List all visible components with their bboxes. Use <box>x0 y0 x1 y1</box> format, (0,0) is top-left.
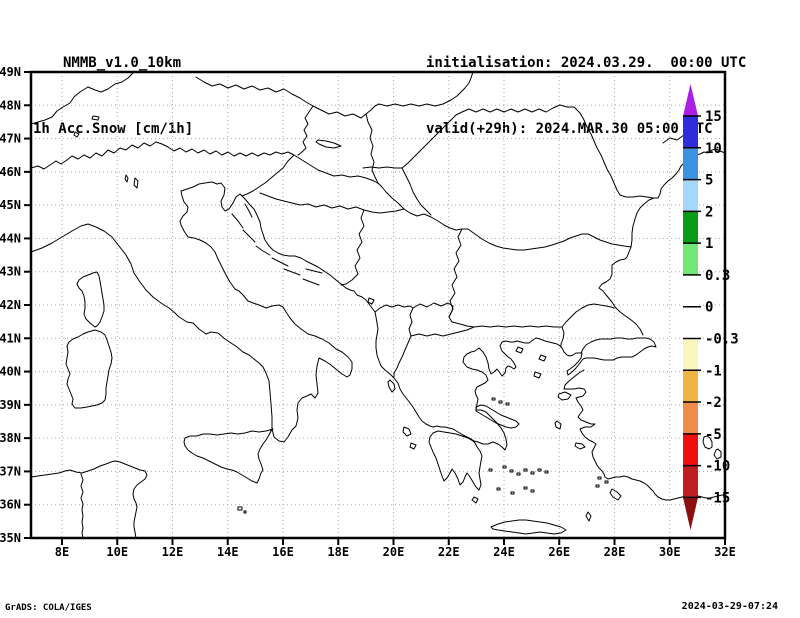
colorbar-arrow-top <box>683 84 698 116</box>
lat-tick-label: 37N <box>0 464 21 478</box>
lon-tick-label: 14E <box>217 545 239 559</box>
coastline-corsica <box>77 272 104 327</box>
grads-credit: GrADS: COLA/IGES <box>5 602 92 614</box>
lat-tick-label: 41N <box>0 331 21 345</box>
border-slovakia-ukraine <box>313 72 473 118</box>
border-greece-turkey <box>561 327 564 347</box>
lon-tick-label: 10E <box>106 545 128 559</box>
colorbar-level-label: 10 <box>705 141 722 157</box>
lat-tick-label: 48N <box>0 98 21 112</box>
lon-tick-label: 26E <box>548 545 570 559</box>
coastline-sardinia <box>66 330 112 408</box>
lon-tick-label: 8E <box>55 545 69 559</box>
colorbar-segment <box>683 148 698 180</box>
lon-tick-label: 16E <box>272 545 294 559</box>
axis-ticks-and-labels: 8E 10E 12E 14E 16E 18E 20E 22E 24E 26E 28E 30E 32E 49… <box>0 65 736 559</box>
colorbar-segment <box>683 211 698 243</box>
lon-tick-label: 18E <box>327 545 349 559</box>
lat-tick-label: 43N <box>0 265 21 279</box>
colorbar-arrow-bottom <box>683 497 698 530</box>
colorbar-segment <box>683 466 698 498</box>
lon-tick-label: 24E <box>493 545 515 559</box>
colorbar-level-label: 0.3 <box>705 268 730 284</box>
border-alps-south <box>31 142 294 196</box>
coastline-peloponnese <box>429 431 482 490</box>
colorbar-level-label: 5 <box>705 173 713 189</box>
colorbar-segment <box>683 275 698 307</box>
map-plot: 15 10 5 2 1 0.3 0 -0.3 -1 -2 -5 -10 -15 8E 10E 12E 14E 1… <box>0 0 800 618</box>
lakes <box>74 116 721 459</box>
coastline-turkey-aegean <box>564 370 725 500</box>
lon-tick-label: 32E <box>714 545 736 559</box>
colorbar-level-label: 0 <box>705 300 713 316</box>
colorbar-segment <box>683 116 698 148</box>
lat-tick-label: 49N <box>0 65 21 79</box>
colorbar: 15 10 5 2 1 0.3 0 -0.3 -1 -2 -5 -10 -15 <box>683 84 739 530</box>
colorbar-level-label: 1 <box>705 236 713 252</box>
islands-malta <box>238 507 246 513</box>
lon-tick-label: 20E <box>383 545 405 559</box>
lat-tick-label: 36N <box>0 498 21 512</box>
border-serbia-romania <box>402 168 431 215</box>
lat-tick-label: 47N <box>0 132 21 146</box>
lat-tick-label: 45N <box>0 198 21 212</box>
colorbar-segment <box>683 402 698 434</box>
coastline-north-africa <box>31 461 147 538</box>
islands-croatia <box>232 204 322 285</box>
border-serbia-bulgaria-turkey <box>449 229 614 327</box>
colorbar-segment <box>683 307 698 339</box>
border-tunisia <box>81 474 83 538</box>
border-greece-macedonia <box>411 327 474 336</box>
border-drava <box>294 155 379 184</box>
lat-tick-label: 38N <box>0 431 21 445</box>
creation-timestamp: 2024-03-29-07:24 <box>682 601 778 613</box>
lon-tick-label: 12E <box>162 545 184 559</box>
island-crete <box>491 520 566 534</box>
lat-tick-label: 40N <box>0 365 21 379</box>
lat-tick-label: 46N <box>0 165 21 179</box>
border-austria <box>196 77 313 155</box>
colorbar-level-label: -15 <box>705 490 730 506</box>
border-bosnia-montenegro <box>341 210 364 285</box>
coastline-sicily <box>184 429 273 483</box>
colorbar-segment <box>683 180 698 212</box>
border-romania <box>363 105 653 198</box>
lon-tick-label: 30E <box>659 545 681 559</box>
colorbar-level-label: -5 <box>705 427 722 443</box>
border-sava <box>260 193 404 213</box>
colorbar-segment <box>683 338 698 370</box>
colorbar-level-label: -2 <box>705 395 722 411</box>
lon-tick-label: 28E <box>604 545 626 559</box>
colorbar-level-label: 15 <box>705 109 722 125</box>
colorbar-segment <box>683 243 698 275</box>
colorbar-level-label: 2 <box>705 204 713 220</box>
lon-tick-label: 22E <box>438 545 460 559</box>
colorbar-segment <box>683 434 698 466</box>
lat-tick-label: 42N <box>0 298 21 312</box>
coastline-mainland <box>31 182 656 450</box>
lat-tick-label: 44N <box>0 231 21 245</box>
colorbar-level-label: -1 <box>705 363 722 379</box>
colorbar-level-label: -10 <box>705 459 730 475</box>
lat-tick-label: 39N <box>0 398 21 412</box>
colorbar-level-label: -0.3 <box>705 331 739 347</box>
lat-tick-label: 35N <box>0 531 21 545</box>
grads-weather-plot: NMMB_v1.0_10km 1h Acc.Snow [cm/1h] initi… <box>0 0 800 618</box>
border-alps-west <box>31 72 134 124</box>
colorbar-segment <box>683 370 698 402</box>
